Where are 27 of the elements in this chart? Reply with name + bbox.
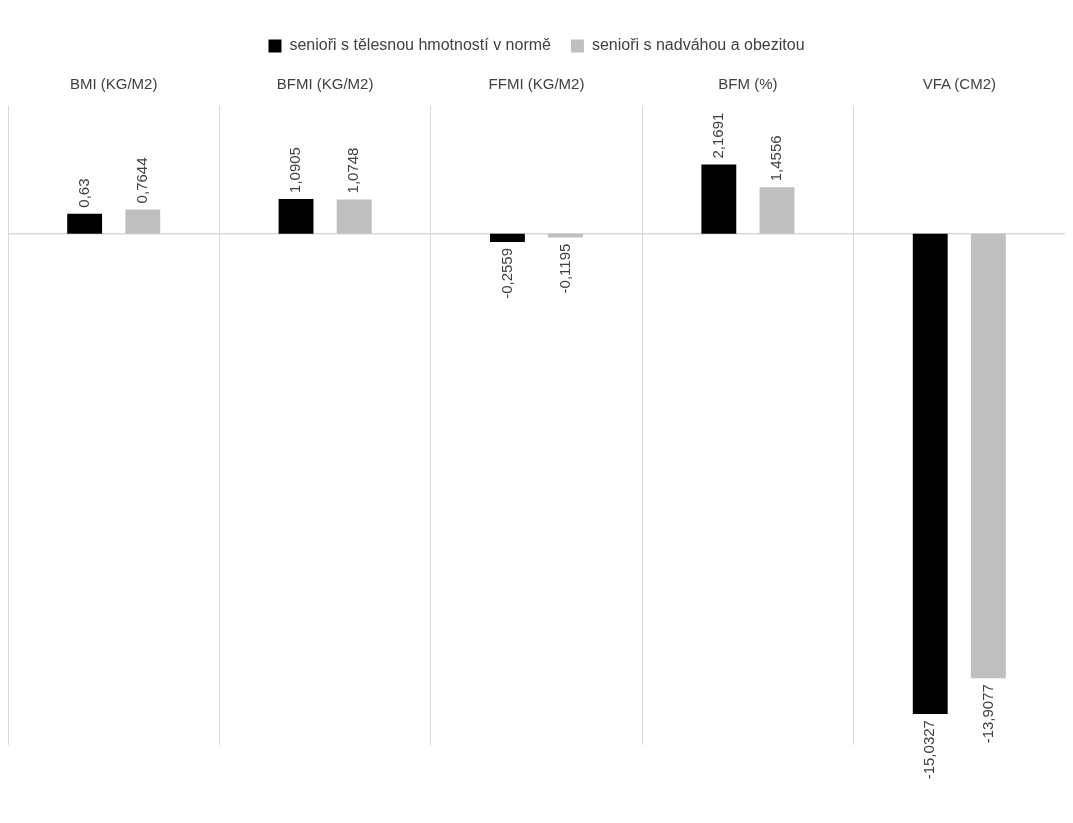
data-label: 1,4556 xyxy=(767,135,785,182)
bar xyxy=(336,199,372,234)
bar xyxy=(912,233,948,715)
data-label: -13,9077 xyxy=(978,684,996,744)
bar xyxy=(970,233,1006,679)
data-label: 0,63 xyxy=(74,178,92,208)
bar xyxy=(548,233,584,238)
x-tick-label: BFM (%) xyxy=(718,75,778,93)
x-tick-label: FFMI (KG/M2) xyxy=(488,75,585,93)
bar xyxy=(67,213,103,234)
data-label: 0,7644 xyxy=(132,157,150,204)
bar xyxy=(759,187,795,234)
data-label: 2,1691 xyxy=(708,112,726,159)
x-tick-label: BMI (KG/M2) xyxy=(69,75,158,93)
legend-label: senioři s nadváhou a obezitou xyxy=(591,36,805,54)
x-tick-label: VFA (CM2) xyxy=(922,75,996,93)
bar xyxy=(278,198,314,234)
legend-label: senioři s tělesnou hmotností v normě xyxy=(289,36,552,54)
data-label: 1,0748 xyxy=(344,147,362,194)
bar xyxy=(489,233,525,242)
bar xyxy=(125,209,161,234)
data-label: 1,0905 xyxy=(286,147,304,193)
bar xyxy=(701,164,737,234)
x-tick-label: BFMI (KG/M2) xyxy=(276,75,374,93)
data-label: -0,1195 xyxy=(555,243,573,294)
data-label: -15,0327 xyxy=(920,720,938,780)
data-label: -0,2559 xyxy=(497,247,515,299)
